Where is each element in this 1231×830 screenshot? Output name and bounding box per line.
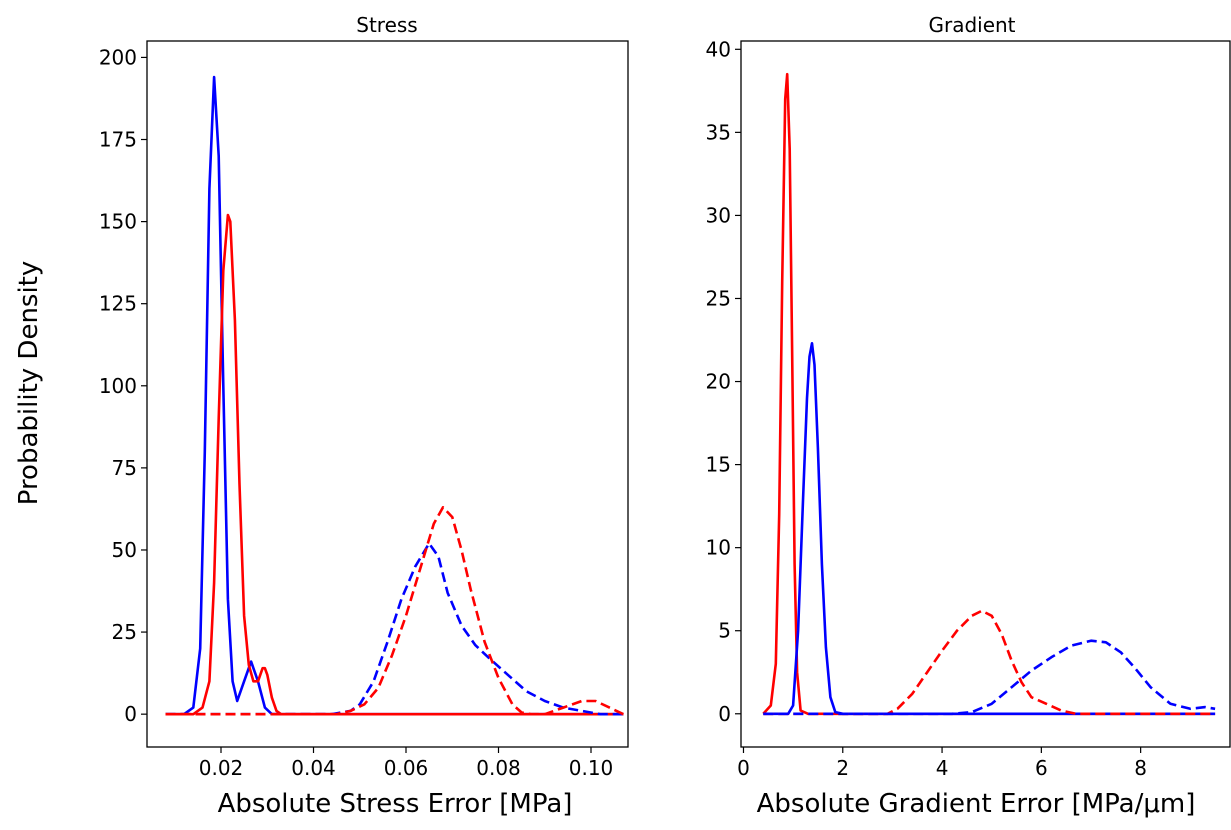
gradient-panel: Gradient 0 2 4 6 8 0 5 10 15 20 25 30 35 40 Absolute … bbox=[706, 13, 1231, 819]
stress-y-tick-label: 25 bbox=[112, 620, 137, 644]
stress-x-tick-label: 0.02 bbox=[199, 756, 244, 780]
gradient-y-tick-label: 30 bbox=[706, 203, 731, 227]
gradient-series-blue-dashed bbox=[763, 639, 1216, 716]
stress-series-red-dashed bbox=[165, 506, 624, 716]
stress-y-tick-label: 75 bbox=[112, 456, 137, 480]
gradient-x-tick-label: 6 bbox=[1035, 756, 1048, 780]
gradient-y-tick-label: 20 bbox=[706, 370, 731, 394]
gradient-y-tick-label: 0 bbox=[718, 702, 731, 726]
gradient-x-tick-label: 4 bbox=[936, 756, 949, 780]
gradient-plot-lines bbox=[762, 72, 1216, 716]
gradient-series-blue-solid bbox=[763, 342, 1216, 716]
stress-x-tick-label: 0.10 bbox=[569, 756, 614, 780]
stress-panel: Stress 0.02 0.04 0.06 0.08 0.10 0 25 50 75 100 125… bbox=[99, 13, 629, 819]
gradient-series-red-solid bbox=[762, 72, 1216, 716]
gradient-x-axis-label: Absolute Gradient Error [MPa/μm] bbox=[757, 789, 1196, 819]
gradient-panel-title: Gradient bbox=[928, 13, 1015, 37]
gradient-y-tick-label: 35 bbox=[706, 120, 731, 144]
gradient-y-tick-label: 40 bbox=[706, 37, 731, 61]
gradient-plot-frame bbox=[740, 40, 1231, 748]
stress-axis-ticks: 0.02 0.04 0.06 0.08 0.10 0 25 50 75 100 125 150 175 2… bbox=[99, 45, 613, 780]
gradient-y-tick-label: 15 bbox=[706, 453, 731, 477]
gradient-y-tick-label: 25 bbox=[706, 286, 731, 310]
stress-x-axis-label: Absolute Stress Error [MPa] bbox=[218, 789, 573, 819]
gradient-x-tick-label: 8 bbox=[1134, 756, 1147, 780]
stress-x-tick-label: 0.08 bbox=[476, 756, 521, 780]
stress-y-tick-label: 125 bbox=[99, 292, 137, 316]
stress-y-tick-label: 0 bbox=[124, 702, 137, 726]
gradient-y-tick-label: 10 bbox=[706, 536, 731, 560]
gradient-x-tick-label: 0 bbox=[737, 756, 750, 780]
stress-plot-frame bbox=[146, 40, 629, 748]
gradient-x-tick-label: 2 bbox=[836, 756, 849, 780]
stress-y-tick-label: 100 bbox=[99, 374, 137, 398]
stress-y-tick-label: 200 bbox=[99, 45, 137, 69]
shared-y-axis-label: Probability Density bbox=[14, 261, 44, 506]
gradient-series-red-dashed bbox=[763, 609, 1216, 716]
stress-y-tick-label: 175 bbox=[99, 128, 137, 152]
stress-x-tick-label: 0.04 bbox=[291, 756, 336, 780]
gradient-axis-ticks: 0 2 4 6 8 0 5 10 15 20 25 30 35 40 bbox=[706, 37, 1147, 780]
stress-y-tick-label: 150 bbox=[99, 210, 137, 234]
gradient-y-tick-label: 5 bbox=[718, 619, 731, 643]
stress-panel-title: Stress bbox=[356, 13, 417, 37]
stress-plot-lines bbox=[165, 75, 624, 716]
stress-x-tick-label: 0.06 bbox=[384, 756, 429, 780]
stress-series-red-solid bbox=[165, 213, 624, 716]
stress-series-blue-dashed bbox=[165, 542, 624, 716]
stress-y-tick-label: 50 bbox=[112, 538, 137, 562]
